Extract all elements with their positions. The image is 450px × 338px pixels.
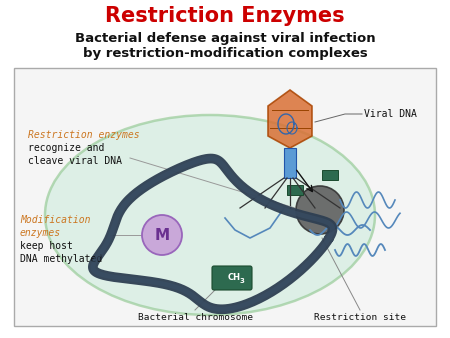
Text: CH: CH bbox=[228, 273, 240, 283]
Circle shape bbox=[142, 215, 182, 255]
Text: DNA methylated: DNA methylated bbox=[20, 254, 102, 264]
FancyBboxPatch shape bbox=[14, 68, 436, 326]
Text: Bacterial defense against viral infection
by restriction-modification complexes: Bacterial defense against viral infectio… bbox=[75, 32, 375, 60]
Text: M: M bbox=[154, 227, 170, 242]
Text: Restriction Enzymes: Restriction Enzymes bbox=[105, 6, 345, 26]
Text: Viral DNA: Viral DNA bbox=[364, 109, 417, 119]
Text: cleave viral DNA: cleave viral DNA bbox=[28, 156, 122, 166]
Text: 3: 3 bbox=[239, 278, 244, 284]
Circle shape bbox=[296, 186, 344, 234]
Text: Bacterial chromosome: Bacterial chromosome bbox=[138, 314, 252, 322]
Text: recognize and: recognize and bbox=[28, 143, 104, 153]
FancyBboxPatch shape bbox=[212, 266, 252, 290]
Text: Restriction site: Restriction site bbox=[314, 314, 406, 322]
Polygon shape bbox=[268, 90, 312, 148]
Text: enzymes: enzymes bbox=[20, 228, 61, 238]
Text: Restriction enzymes: Restriction enzymes bbox=[28, 130, 140, 140]
Text: Modification: Modification bbox=[20, 215, 90, 225]
Ellipse shape bbox=[45, 115, 375, 315]
Text: keep host: keep host bbox=[20, 241, 73, 251]
FancyBboxPatch shape bbox=[322, 170, 338, 180]
FancyBboxPatch shape bbox=[284, 148, 296, 178]
FancyBboxPatch shape bbox=[287, 185, 303, 195]
